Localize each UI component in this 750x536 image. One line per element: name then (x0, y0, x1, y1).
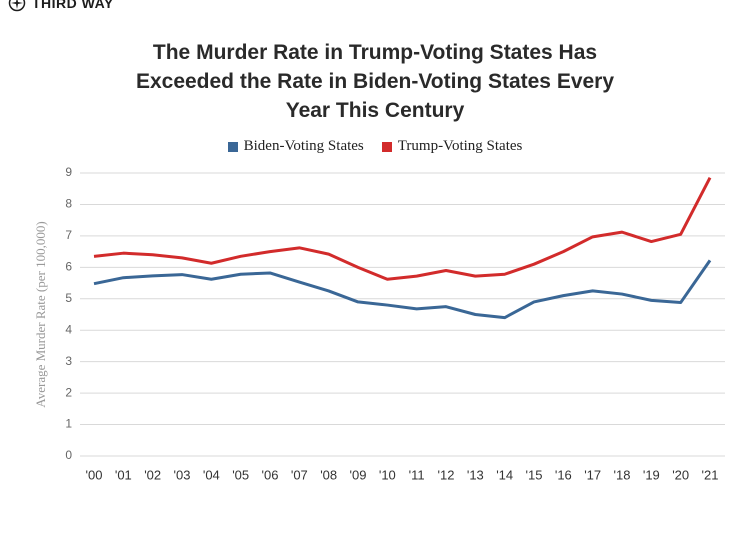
x-tick-label: '05 (232, 467, 249, 482)
x-tick-label: '03 (174, 467, 191, 482)
legend: Biden-Voting States Trump-Voting States (0, 138, 750, 155)
y-tick-label: 1 (65, 417, 72, 431)
y-tick-label: 2 (65, 385, 72, 399)
y-tick-label: 8 (65, 197, 72, 211)
series-line (93, 259, 712, 320)
brand-name: THIRD WAY (32, 0, 114, 11)
x-tick-label: '08 (320, 467, 337, 482)
x-tick-label: '13 (467, 467, 484, 482)
series-line (93, 177, 712, 281)
legend-item: Biden-Voting States (227, 138, 364, 155)
legend-swatch (381, 141, 392, 152)
y-tick-label: 0 (65, 448, 72, 462)
x-tick-label: '10 (379, 467, 396, 482)
chart-title: The Murder Rate in Trump-Voting States H… (135, 41, 615, 122)
y-axis-label: Average Murder Rate (per 100,000) (33, 221, 48, 407)
x-tick-label: '19 (643, 467, 660, 482)
x-tick-label: '11 (409, 467, 425, 482)
brand: THIRD WAY (8, 0, 114, 12)
x-tick-label: '02 (144, 467, 161, 482)
x-tick-label: '21 (702, 467, 719, 482)
y-tick-label: 5 (65, 291, 72, 305)
x-tick-label: '04 (203, 467, 220, 482)
x-tick-label: '16 (555, 467, 572, 482)
x-tick-label: '17 (584, 467, 601, 482)
legend-label: Biden-Voting States (243, 138, 364, 154)
y-tick-label: 3 (65, 354, 72, 368)
x-tick-label: '07 (291, 467, 308, 482)
y-tick-label: 4 (65, 322, 72, 336)
x-tick-label: '20 (672, 467, 689, 482)
x-tick-label: '01 (115, 467, 132, 482)
x-tick-label: '09 (350, 467, 367, 482)
x-tick-label: '12 (438, 467, 455, 482)
x-tick-label: '14 (496, 467, 513, 482)
brand-icon (8, 0, 26, 12)
legend-swatch (227, 141, 238, 152)
x-tick-label: '06 (262, 467, 279, 482)
y-tick-label: 6 (65, 260, 72, 274)
legend-item: Trump-Voting States (381, 138, 523, 155)
legend-label: Trump-Voting States (397, 138, 523, 154)
y-tick-label: 9 (65, 165, 72, 179)
x-tick-label: '15 (526, 467, 543, 482)
x-tick-label: '18 (614, 467, 631, 482)
x-tick-label: '00 (86, 467, 103, 482)
y-tick-label: 7 (65, 228, 72, 242)
